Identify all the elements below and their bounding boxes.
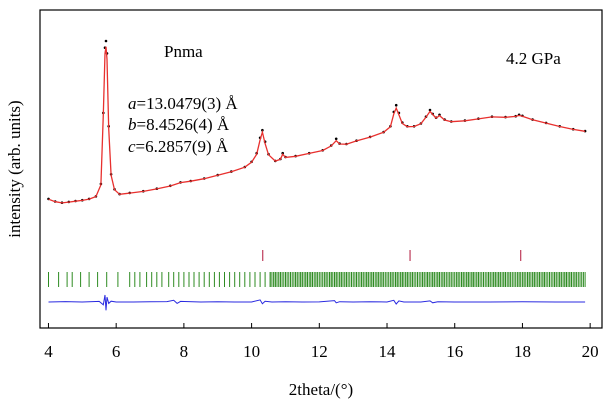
observed-point bbox=[394, 103, 398, 107]
lattice-b-value: =8.4526(4) Å bbox=[137, 115, 230, 134]
lattice-a-param: a bbox=[128, 94, 137, 113]
x-axis-title: 2theta/(°) bbox=[289, 380, 353, 399]
lattice-a: a=13.0479(3) Å bbox=[128, 94, 238, 113]
observed-point bbox=[428, 108, 432, 112]
x-tick-label-6: 6 bbox=[112, 342, 121, 361]
x-tick-label-14: 14 bbox=[379, 342, 397, 361]
lattice-a-value: =13.0479(3) Å bbox=[137, 94, 239, 113]
x-tick-label-12: 12 bbox=[311, 342, 328, 361]
data-series bbox=[47, 39, 587, 311]
lattice-c: c=6.2857(9) Å bbox=[128, 137, 229, 156]
observed-point bbox=[334, 137, 338, 141]
y-axis-title: intensity (arb. units) bbox=[5, 100, 24, 237]
reflection-markers bbox=[48, 250, 586, 287]
lattice-c-value: =6.2857(9) Å bbox=[136, 137, 229, 156]
x-tick-label-20: 20 bbox=[582, 342, 599, 361]
x-tick-label-18: 18 bbox=[514, 342, 531, 361]
space-group-label: Pnma bbox=[164, 42, 203, 61]
x-tick-label-10: 10 bbox=[243, 342, 260, 361]
observed-point bbox=[104, 39, 108, 43]
lattice-b-param: b bbox=[128, 115, 137, 134]
x-tick-label-4: 4 bbox=[44, 342, 53, 361]
lattice-b: b=8.4526(4) Å bbox=[128, 115, 230, 134]
lattice-c-param: c bbox=[128, 137, 136, 156]
x-tick-label-16: 16 bbox=[446, 342, 463, 361]
pressure-label: 4.2 GPa bbox=[506, 49, 561, 68]
x-axis-ticks: 4 6 8 10 12 14 16 18 20 bbox=[44, 323, 599, 361]
plot-frame bbox=[39, 9, 603, 329]
x-tick-label-8: 8 bbox=[180, 342, 189, 361]
observed-point bbox=[281, 151, 285, 155]
calculated-curve bbox=[48, 46, 586, 204]
difference-curve bbox=[48, 294, 586, 311]
